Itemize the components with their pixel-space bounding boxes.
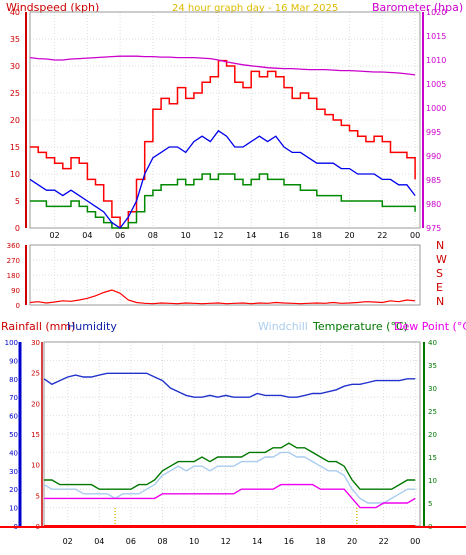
panel1-y-left-tick-label: 15 (10, 143, 20, 152)
compass-label-w: W (436, 253, 447, 266)
windchill-line (43, 451, 416, 504)
windchill-axis-label: Windchill (258, 320, 308, 333)
panel3-x-tick-label: 22 (379, 537, 389, 546)
temperature-axis-label: Temperature (°C) (312, 320, 408, 333)
panel1-y-right-tick-label: 1000 (426, 104, 446, 113)
panel1-y-right-tick-label: 995 (426, 128, 441, 137)
panel1-x-tick-label: 06 (115, 231, 125, 240)
panel1-x-tick-label: 16 (279, 231, 289, 240)
rainfall-tick-label: 30 (31, 339, 40, 347)
rainfall-tick-label: 5 (36, 492, 40, 500)
temperature-tick-label: 40 (428, 339, 437, 347)
wind-average-line (29, 129, 416, 229)
panel1-x-tick-label: 08 (148, 231, 158, 240)
panel1-x-tick-label: 14 (246, 231, 256, 240)
windspeed-axis-label: Windspeed (kph) (6, 1, 99, 14)
panel1-y-left-tick-label: 35 (10, 35, 20, 44)
panel2-y-tick-label: 270 (7, 257, 20, 265)
rainfall-tick-label: 10 (31, 462, 40, 470)
panel1-y-left-tick-label: 40 (10, 8, 20, 17)
compass-label-e: E (436, 281, 443, 294)
humidity-tick-label: 40 (9, 449, 18, 457)
panel1-y-right-tick-label: 985 (426, 176, 441, 185)
panel1-y-right-tick-label: 990 (426, 152, 441, 161)
chart-title: 24 hour graph day - 16 Mar 2025 (172, 3, 338, 14)
panel2-y-tick-label: 360 (7, 242, 20, 250)
panel1-y-left-tick-label: 0 (15, 224, 20, 233)
panel1-y-left-tick-label: 20 (10, 116, 20, 125)
humidity-line (43, 372, 416, 398)
humidity-tick-label: 80 (9, 376, 18, 384)
panel1-y-right-tick-label: 1005 (426, 80, 446, 89)
temperature-tick-label: 20 (428, 431, 437, 439)
panel3-x-tick-label: 12 (221, 537, 231, 546)
humidity-tick-label: 60 (9, 413, 18, 421)
humidity-axis-label: Humidity (67, 320, 117, 333)
barometer-axis-label: Barometer (hpa) (372, 1, 463, 14)
panel2-y-tick-label: 90 (11, 287, 20, 295)
panel3-x-tick-label: 08 (157, 537, 167, 546)
temperature-tick-label: 30 (428, 385, 437, 393)
humidity-tick-label: 70 (9, 394, 18, 402)
panel1-y-left-tick-label: 5 (15, 197, 20, 206)
temperature-tick-label: 35 (428, 362, 437, 370)
humidity-tick-label: 50 (9, 431, 18, 439)
panel1-x-tick-label: 12 (213, 231, 223, 240)
panel1-y-left-tick-label: 30 (10, 62, 20, 71)
panel2-frame (29, 244, 421, 306)
panel1-x-tick-label: 10 (181, 231, 191, 240)
panel3-x-tick-label: 06 (126, 537, 136, 546)
panel1-x-tick-label: 22 (377, 231, 387, 240)
panel1-y-right-tick-label: 1020 (426, 8, 446, 17)
humidity-tick-label: 100 (5, 339, 18, 347)
compass-label-n-bottom: N (436, 295, 444, 308)
panel3-x-tick-label: 00 (410, 537, 420, 546)
panel3-x-tick-label: 16 (284, 537, 294, 546)
dewpoint-axis-label: Dew Point (°C) (394, 320, 466, 333)
panel1-y-right-tick-label: 980 (426, 200, 441, 209)
rainfall-tick-label: 15 (31, 431, 40, 439)
panel1-x-tick-label: 00 (410, 231, 420, 240)
panel1-x-tick-label: 02 (49, 231, 59, 240)
temperature-tick-label: 15 (428, 454, 437, 462)
temperature-tick-label: 10 (428, 477, 437, 485)
panel2-y-tick-label: 180 (7, 272, 20, 280)
panel3-x-tick-label: 20 (347, 537, 357, 546)
temperature-tick-label: 5 (428, 500, 432, 508)
panel3-x-tick-label: 18 (315, 537, 325, 546)
wind-low-line (30, 173, 416, 229)
panel1-x-tick-label: 20 (344, 231, 354, 240)
panel3-x-tick-label: 10 (189, 537, 199, 546)
panel2-y-tick-label: 0 (16, 302, 20, 310)
panel1-y-right-tick-label: 1015 (426, 32, 446, 41)
temperature-tick-label: 25 (428, 408, 437, 416)
panel3-x-tick-label: 04 (94, 537, 104, 546)
panel1-y-left-tick-label: 10 (10, 170, 20, 179)
panel1-y-right-tick-label: 1010 (426, 56, 446, 65)
rainfall-tick-label: 25 (31, 370, 40, 378)
panel1-x-tick-label: 18 (312, 231, 322, 240)
humidity-tick-label: 90 (9, 357, 18, 365)
panel3-x-tick-label: 02 (63, 537, 73, 546)
rainfall-tick-label: 20 (31, 400, 40, 408)
compass-label-s: S (436, 267, 443, 280)
temperature-line (44, 442, 416, 490)
humidity-tick-label: 20 (9, 486, 18, 494)
panel1-frame (29, 11, 421, 229)
chart-marks: 02 04 06 08 10 12 14 16 18 20 22 000510152025303540… (0, 8, 466, 546)
panel1-x-tick-label: 04 (82, 231, 92, 240)
barometer-line (29, 55, 416, 76)
dewpoint-line (44, 483, 416, 509)
humidity-tick-label: 10 (9, 505, 18, 513)
wind-direction-line (29, 289, 416, 305)
humidity-tick-label: 30 (9, 468, 18, 476)
panel1-y-right-tick-label: 975 (426, 224, 441, 233)
panel3-x-tick-label: 14 (252, 537, 262, 546)
rainfall-axis-label: Rainfall (mm) (1, 320, 75, 333)
compass-label-n-top: N (436, 239, 444, 252)
panel1-y-left-tick-label: 25 (10, 89, 20, 98)
